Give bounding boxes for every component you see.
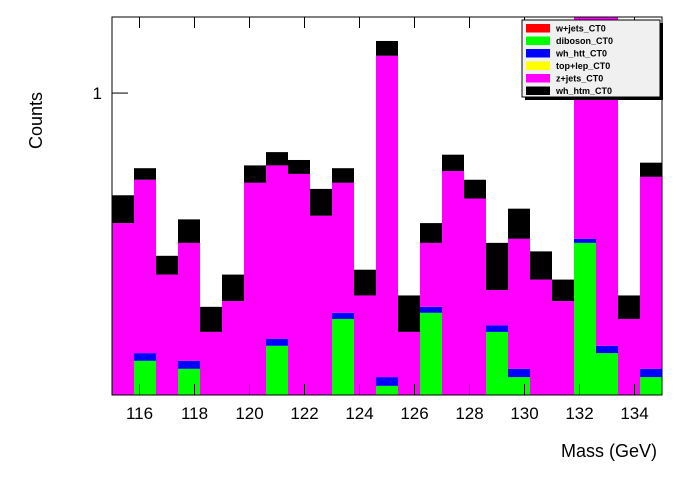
legend-swatch [526, 36, 550, 45]
x-tick-label: 132 [565, 404, 593, 423]
legend-swatch [526, 24, 550, 33]
bar-segment [244, 182, 266, 395]
bar-segment [574, 242, 596, 395]
bar-segment [222, 274, 244, 302]
bar-segment [134, 168, 156, 180]
bar-segment [310, 188, 332, 216]
bar-segment [420, 306, 442, 313]
legend-label: z+jets_CT0 [556, 74, 603, 84]
x-tick-label: 134 [620, 404, 648, 423]
bar-segment [640, 162, 662, 177]
legend-label: diboson_CT0 [556, 36, 613, 46]
bar-segment [486, 290, 508, 326]
legend-swatch [526, 49, 550, 58]
bar-segment [398, 295, 420, 332]
x-tick-label: 120 [235, 404, 263, 423]
bar-segment [508, 238, 530, 369]
bar-segment [552, 301, 574, 395]
bar-segment [618, 295, 640, 319]
bar-segment [266, 338, 288, 346]
bar-segment [508, 208, 530, 239]
bar-segment [310, 215, 332, 395]
axes: 116 118 120 122 124 126 128 130 132 134 1 [93, 17, 662, 423]
x-tick-label: 128 [455, 404, 483, 423]
bar-segment [640, 176, 662, 369]
bar-segment [178, 242, 200, 361]
bar-segment [266, 152, 288, 166]
bar-segment [464, 198, 486, 395]
bar-segment [288, 159, 310, 174]
x-tick-label: 118 [181, 404, 208, 423]
bars [112, 17, 662, 395]
bar-segment [178, 360, 200, 369]
bar-segment [596, 345, 618, 354]
x-tick-label: 124 [345, 404, 373, 423]
x-tick-label: 122 [290, 404, 318, 423]
bar-segment [640, 368, 662, 378]
bar-segment [464, 179, 486, 199]
x-tick-label: 116 [126, 404, 153, 423]
bar-segment [574, 238, 596, 243]
bar-segment [420, 242, 442, 307]
bar-segment [420, 312, 442, 395]
legend-label: wh_htm_CT0 [555, 86, 612, 96]
legend-swatch [526, 86, 550, 95]
bar-segment [112, 195, 134, 224]
bar-segment [486, 325, 508, 332]
legend-box [521, 19, 661, 98]
bar-segment [376, 40, 398, 56]
bar-segment [420, 223, 442, 243]
bar-segment [442, 171, 464, 395]
bar-segment [332, 168, 354, 183]
legend-swatch [526, 61, 550, 70]
x-tick-label: 130 [510, 404, 538, 423]
x-tick-label: 126 [400, 404, 428, 423]
bar-segment [288, 173, 310, 395]
bar-segment [222, 301, 244, 395]
bar-segment [332, 182, 354, 313]
x-axis-label: Mass (GeV) [561, 441, 657, 461]
bar-segment [332, 318, 354, 395]
legend: w+jets_CT0 diboson_CT0 wh_htt_CT0 top+lep_C… [521, 19, 663, 100]
bar-segment [398, 331, 420, 395]
bar-segment [508, 368, 530, 378]
bar-segment [618, 318, 640, 395]
bar-segment [376, 385, 398, 395]
bar-segment [552, 279, 574, 302]
bar-segment [376, 377, 398, 386]
legend-label: wh_htt_CT0 [555, 49, 607, 59]
legend-label: top+lep_CT0 [556, 61, 610, 71]
bar-segment [376, 55, 398, 378]
y-tick-label: 1 [93, 84, 102, 103]
bar-segment [354, 269, 376, 296]
bar-segment [442, 154, 464, 172]
bar-segment [530, 251, 552, 280]
bar-segment [640, 377, 662, 395]
bar-segment [200, 306, 222, 332]
bar-segment [530, 279, 552, 395]
bar-segment [112, 223, 134, 395]
bar-segment [156, 274, 178, 395]
bar-segment [266, 165, 288, 339]
bar-segment [596, 353, 618, 395]
legend-swatch [526, 74, 550, 83]
bar-segment [178, 219, 200, 243]
bar-segment [200, 331, 222, 395]
bar-segment [244, 165, 266, 183]
bar-segment [134, 179, 156, 354]
bar-segment [486, 242, 508, 291]
bar-segment [486, 331, 508, 395]
bar-segment [266, 345, 288, 395]
legend-label: w+jets_CT0 [555, 24, 606, 34]
y-axis-label: Counts [26, 92, 46, 149]
bar-segment [332, 312, 354, 319]
bar-segment [156, 255, 178, 275]
plot-frame [111, 16, 663, 396]
bar-segment [354, 295, 376, 395]
bar-segment [134, 353, 156, 361]
